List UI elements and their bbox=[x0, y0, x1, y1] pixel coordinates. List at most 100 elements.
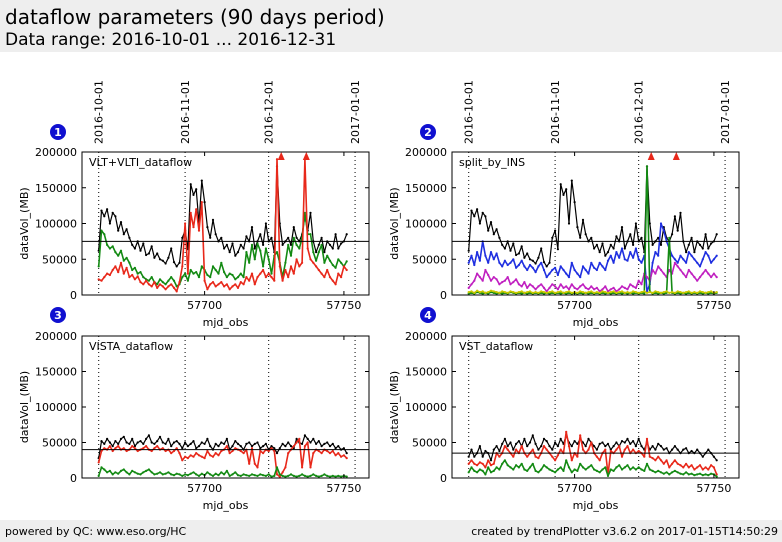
data-point bbox=[106, 272, 109, 275]
data-point bbox=[545, 466, 548, 469]
data-point bbox=[520, 259, 523, 262]
data-point bbox=[682, 473, 685, 476]
data-point bbox=[484, 268, 487, 272]
data-point bbox=[632, 243, 635, 246]
data-point bbox=[289, 445, 293, 448]
data-point bbox=[595, 469, 599, 472]
data-point bbox=[715, 276, 718, 279]
y-tick-label: 100000 bbox=[405, 218, 447, 231]
data-point bbox=[189, 268, 192, 272]
data-point bbox=[693, 276, 696, 279]
data-point bbox=[200, 201, 203, 204]
data-point bbox=[220, 449, 223, 453]
data-point bbox=[637, 258, 640, 261]
data-point bbox=[712, 258, 716, 261]
data-point bbox=[528, 466, 532, 469]
data-point bbox=[679, 211, 682, 214]
data-point bbox=[648, 291, 651, 294]
data-point bbox=[239, 445, 242, 448]
data-point bbox=[629, 251, 632, 254]
data-point bbox=[189, 211, 192, 214]
data-point bbox=[303, 474, 306, 477]
data-point bbox=[181, 236, 184, 239]
data-point bbox=[170, 473, 173, 476]
page-subtitle: Data range: 2016-10-01 ... 2016-12-31 bbox=[5, 30, 337, 50]
panel-number-badge bbox=[50, 307, 66, 323]
y-axis-label: dataVol_(MB) bbox=[388, 187, 401, 259]
data-point bbox=[306, 437, 309, 440]
data-point bbox=[682, 272, 685, 275]
y-tick-label: 150000 bbox=[405, 366, 447, 379]
data-point bbox=[342, 454, 345, 457]
data-point bbox=[632, 292, 635, 295]
data-point bbox=[231, 242, 234, 245]
data-point bbox=[295, 243, 298, 246]
data-point bbox=[620, 440, 624, 443]
data-point bbox=[584, 268, 587, 272]
data-point bbox=[139, 473, 142, 476]
data-point bbox=[685, 261, 688, 264]
data-point bbox=[242, 283, 245, 286]
date-tick-label: 2016-12-01 bbox=[633, 80, 646, 144]
data-point bbox=[467, 261, 470, 264]
data-point bbox=[197, 474, 201, 477]
data-point bbox=[100, 209, 103, 212]
data-point bbox=[234, 440, 237, 443]
data-point bbox=[253, 283, 256, 286]
data-point bbox=[309, 258, 312, 261]
data-point bbox=[707, 468, 710, 471]
page-title: dataflow parameters (90 days period) bbox=[5, 5, 385, 29]
data-point bbox=[492, 258, 495, 261]
data-point bbox=[178, 442, 181, 445]
data-point bbox=[142, 242, 145, 245]
data-point bbox=[328, 243, 332, 246]
data-point bbox=[345, 457, 348, 460]
data-point bbox=[512, 291, 515, 294]
data-point bbox=[657, 236, 660, 239]
data-point bbox=[548, 445, 551, 448]
series-line-black bbox=[98, 165, 348, 267]
data-point bbox=[629, 291, 632, 294]
data-point bbox=[100, 229, 103, 232]
data-point bbox=[206, 437, 209, 440]
series-line-black bbox=[468, 165, 718, 267]
data-point bbox=[306, 475, 309, 478]
data-point bbox=[554, 291, 557, 294]
data-point bbox=[501, 265, 504, 268]
panel-title: VLT+VLTI_dataflow bbox=[89, 156, 192, 169]
data-point bbox=[186, 474, 189, 477]
data-point bbox=[470, 209, 473, 212]
y-tick-label: 100000 bbox=[405, 401, 447, 414]
data-point bbox=[545, 276, 548, 279]
data-point bbox=[192, 455, 195, 458]
data-point bbox=[634, 247, 638, 250]
data-point bbox=[662, 272, 665, 275]
data-point bbox=[153, 281, 156, 284]
data-point bbox=[331, 263, 334, 267]
data-point bbox=[545, 448, 548, 451]
data-point bbox=[657, 254, 660, 257]
data-point bbox=[133, 445, 136, 448]
data-point bbox=[248, 279, 251, 282]
data-point bbox=[234, 447, 237, 450]
data-point bbox=[175, 290, 178, 293]
data-point bbox=[345, 452, 348, 455]
data-point bbox=[345, 260, 348, 263]
data-point bbox=[223, 271, 226, 274]
data-point bbox=[122, 468, 125, 471]
data-point bbox=[259, 447, 262, 450]
data-point bbox=[273, 449, 276, 453]
data-point bbox=[701, 272, 704, 275]
data-point bbox=[673, 291, 677, 294]
data-point bbox=[108, 441, 111, 444]
data-point bbox=[520, 290, 523, 293]
data-point bbox=[576, 442, 579, 445]
data-point bbox=[673, 215, 677, 218]
data-point bbox=[153, 447, 156, 450]
data-point bbox=[139, 440, 142, 443]
data-point bbox=[531, 434, 534, 437]
data-point bbox=[632, 285, 635, 288]
data-point bbox=[278, 447, 281, 450]
panel-number-label: 2 bbox=[424, 126, 432, 139]
data-point bbox=[481, 462, 484, 465]
